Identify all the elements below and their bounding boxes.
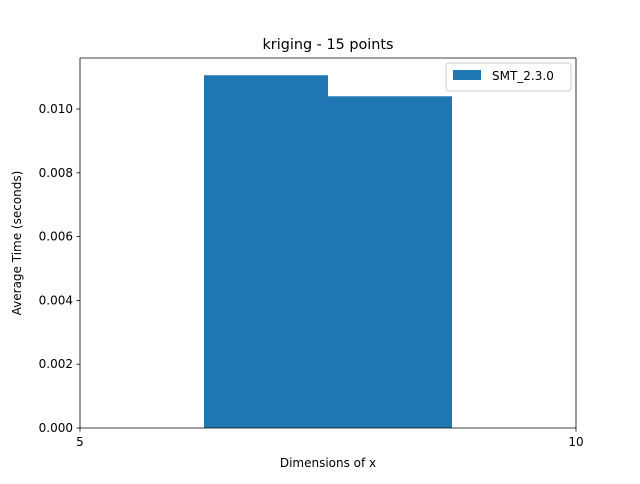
y-tick-label: 0.010: [39, 102, 73, 116]
legend-swatch: [453, 70, 481, 80]
bar-0-1: [328, 96, 452, 428]
legend-label: SMT_2.3.0: [492, 69, 554, 83]
x-axis-label: Dimensions of x: [280, 456, 376, 470]
axes-frame: [79, 57, 577, 429]
ticks-layer: 0.000 0.002 0.004 0.006 0.008 0.010 5 10: [39, 102, 584, 449]
chart-title: kriging - 15 points: [262, 37, 393, 53]
x-tick-label: 10: [568, 435, 583, 449]
y-tick-label: 0.002: [39, 357, 73, 371]
y-tick-label: 0.006: [39, 230, 73, 244]
legend: SMT_2.3.0: [445, 62, 572, 92]
bars-layer: [204, 75, 452, 429]
y-axis-label: Average Time (seconds): [10, 171, 24, 316]
x-tick-label: 5: [76, 435, 84, 449]
y-tick-label: 0.004: [39, 293, 73, 307]
y-tick-label: 0.000: [39, 421, 73, 435]
bar-0-0: [204, 75, 328, 429]
y-tick-label: 0.008: [39, 166, 73, 180]
